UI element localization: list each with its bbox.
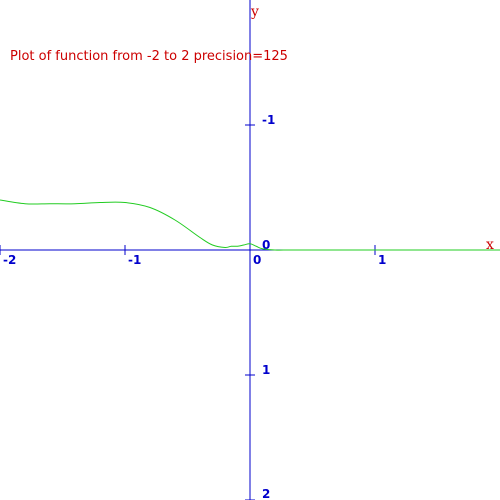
y-ticks: -1 0 1 2: [245, 113, 275, 500]
x-tick-label: -1: [128, 253, 141, 267]
y-tick-label: -1: [262, 113, 275, 127]
y-tick-label: 1: [262, 363, 270, 377]
chart-title: Plot of function from -2 to 2 precision=…: [10, 49, 288, 64]
x-axis-label: x: [486, 237, 494, 253]
function-curve: [0, 199, 500, 251]
x-tick-label: -2: [3, 253, 16, 267]
y-axis-label: y: [250, 4, 259, 20]
x-tick-label: 0: [253, 253, 261, 267]
y-tick-label: 0: [262, 238, 270, 252]
y-tick-label: 2: [262, 487, 270, 500]
x-tick-label: 1: [378, 253, 386, 267]
x-ticks: -2 -1 0 1: [0, 245, 386, 267]
